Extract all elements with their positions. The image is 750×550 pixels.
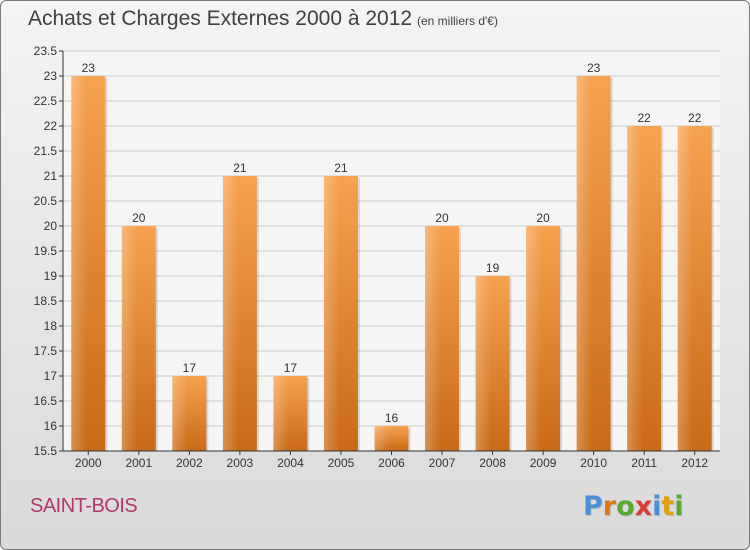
data-label: 23: [587, 61, 601, 75]
logo-letter: i: [674, 491, 684, 522]
chart-subtitle: (en milliers d'€): [417, 14, 498, 28]
x-tick-label: 2006: [378, 456, 405, 470]
bar-highlight: [273, 376, 289, 451]
x-tick-label: 2001: [125, 456, 152, 470]
y-tick-label: 23: [44, 69, 58, 83]
x-tick-label: 2003: [227, 456, 254, 470]
bar-highlight: [475, 276, 491, 451]
y-tick-label: 20.5: [34, 194, 58, 208]
bar-highlight: [627, 126, 643, 451]
x-tick-label: 2010: [580, 456, 607, 470]
data-label: 23: [82, 61, 96, 75]
y-tick-label: 18: [44, 319, 58, 333]
commune-name: SAINT-BOIS: [30, 495, 138, 517]
logo-letter: P: [583, 491, 603, 522]
bar-highlight: [121, 226, 138, 451]
y-tick-label: 22.5: [34, 94, 58, 108]
y-tick-label: 16: [44, 419, 58, 433]
y-tick-label: 17: [44, 369, 58, 383]
y-tick-label: 19: [44, 269, 58, 283]
data-label: 20: [132, 211, 146, 225]
data-label: 20: [435, 211, 449, 225]
y-tick-label: 15.5: [34, 444, 58, 458]
x-tick-label: 2000: [75, 456, 102, 470]
data-label: 21: [233, 161, 247, 175]
data-label: 21: [334, 161, 348, 175]
data-label: 16: [385, 411, 399, 425]
bar-highlight: [576, 76, 592, 451]
y-tick-label: 21.5: [34, 144, 58, 158]
bar-highlight: [374, 426, 390, 451]
data-label: 17: [183, 361, 197, 375]
x-tick-label: 2007: [429, 456, 456, 470]
bar-highlight: [425, 226, 441, 451]
bars: [71, 76, 714, 451]
chart-title: Achats et Charges Externes 2000 à 2012: [28, 7, 413, 30]
logo-letter: r: [602, 491, 617, 522]
logo-letter: x: [634, 491, 653, 522]
logo-letter: t: [661, 491, 675, 522]
labels: 15.5 16 16.5 17 17.5 18 18.5 19 19.5 20 20.5 21 21.5…: [34, 44, 709, 470]
x-tick-label: 2005: [328, 456, 355, 470]
logo-letter: o: [616, 491, 635, 522]
y-tick-label: 18.5: [34, 294, 58, 308]
y-tick-label: 19.5: [34, 244, 58, 258]
bar-highlight: [71, 76, 87, 451]
bar-highlight: [172, 376, 188, 451]
y-tick-label: 16.5: [34, 394, 58, 408]
x-tick-label: 2009: [530, 456, 557, 470]
data-label: 22: [638, 111, 652, 125]
y-tick-label: 17.5: [34, 344, 58, 358]
bar-highlight: [677, 126, 694, 451]
y-tick-label: 23.5: [34, 44, 58, 58]
axes: [59, 50, 720, 455]
data-label: 17: [284, 361, 298, 375]
data-label: 19: [486, 261, 500, 275]
x-tick-label: 2004: [277, 456, 304, 470]
bar-highlight: [526, 226, 542, 451]
logo-letter: i: [652, 491, 662, 522]
data-label: 20: [536, 211, 550, 225]
data-label: 22: [688, 111, 702, 125]
x-tick-label: 2008: [479, 456, 506, 470]
x-tick-label: 2011: [631, 456, 657, 470]
y-tick-label: 21: [44, 169, 58, 183]
proxiti-logo: Proxiti: [583, 491, 684, 522]
bar-highlight: [222, 176, 239, 451]
y-tick-label: 20: [44, 219, 58, 233]
y-tick-label: 22: [44, 119, 58, 133]
x-tick-label: 2012: [681, 456, 708, 470]
x-tick-label: 2002: [176, 456, 203, 470]
bar-highlight: [323, 176, 340, 451]
